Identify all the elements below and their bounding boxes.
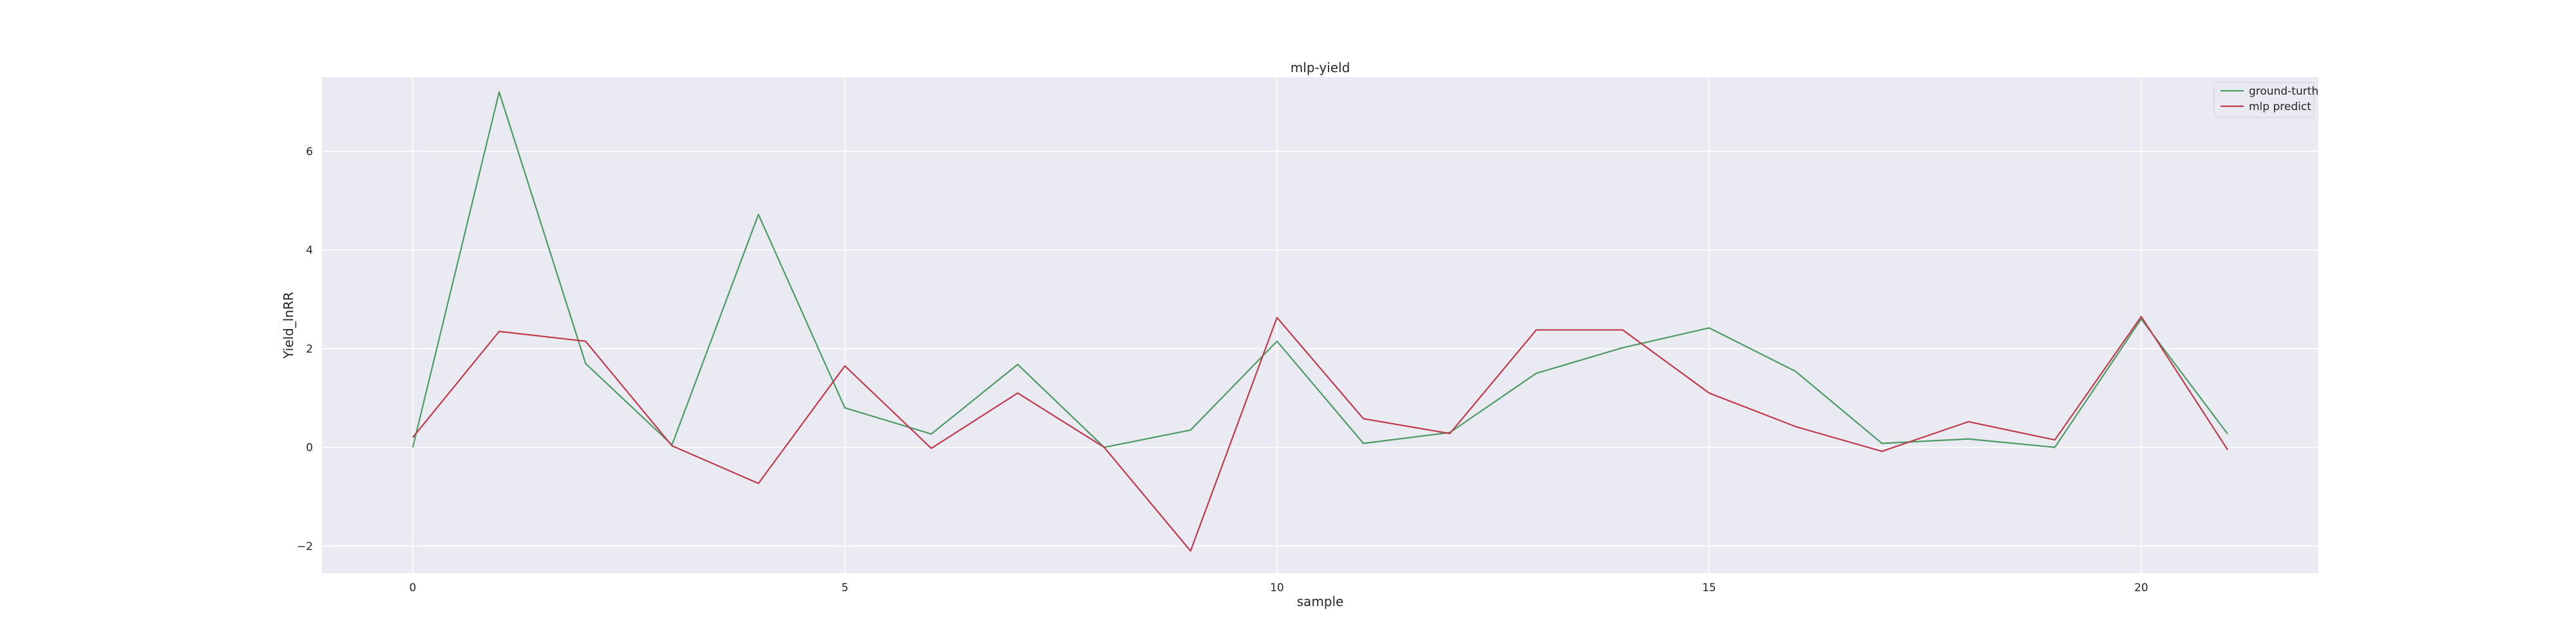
series-line-ground-turth — [412, 91, 2228, 448]
y-tick-labels: −2 0 2 4 6 — [297, 146, 313, 553]
legend-label-ground-turth: ground-turth — [2249, 85, 2318, 98]
x-tick-label: 5 — [841, 582, 848, 594]
y-tick-label: 2 — [306, 343, 313, 355]
x-axis-label: sample — [1297, 594, 1344, 609]
x-tick-label: 0 — [409, 582, 416, 594]
plot-area — [322, 77, 2318, 573]
y-axis-label: Yield_lnRR — [281, 292, 296, 359]
series-line-mlp-predict — [412, 316, 2229, 552]
chart-title: mlp-yield — [1291, 60, 1350, 75]
y-tick-label: 4 — [306, 244, 313, 257]
x-tick-label: 15 — [1702, 582, 1716, 594]
x-tick-label: 10 — [1270, 582, 1284, 594]
legend-label-mlp-predict: mlp predict — [2249, 100, 2311, 113]
y-tick-label: −2 — [297, 540, 313, 553]
legend: ground-turth mlp predict — [2213, 82, 2318, 118]
grid-lines — [322, 77, 2318, 573]
series-lines — [412, 91, 2229, 552]
x-tick-labels: 0 5 10 15 20 — [409, 582, 2148, 594]
y-tick-label: 0 — [306, 442, 313, 455]
x-tick-label: 20 — [2134, 582, 2148, 594]
y-tick-label: 6 — [306, 146, 313, 158]
